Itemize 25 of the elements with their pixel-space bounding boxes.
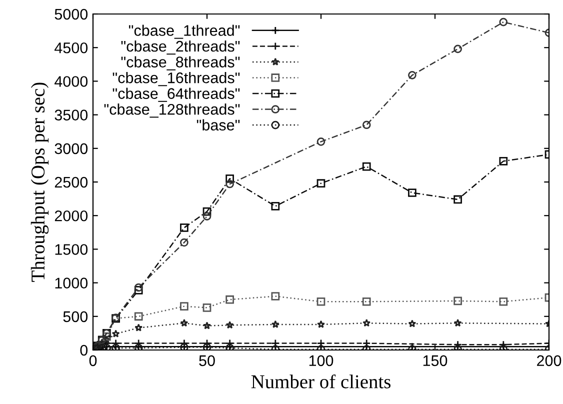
y-tick-label: 3500 — [54, 110, 88, 120]
y-tick-label: 4000 — [54, 76, 88, 87]
y-tick-label: 1500 — [55, 244, 88, 255]
y-tick-label: 2000 — [54, 210, 88, 222]
y-tick-label: 2500 — [54, 176, 88, 188]
legend-label: "cbase_8threads" — [121, 56, 240, 70]
legend-label: "cbase_16threads" — [112, 72, 240, 86]
legend-label: "cbase_64threads" — [112, 88, 240, 102]
y-tick-label: 0 — [80, 344, 88, 356]
legend-label: "cbase_128threads" — [104, 104, 240, 118]
x-tick-label: 200 — [537, 355, 562, 366]
legend-label: "cbase_1thread" — [128, 24, 240, 39]
legend-label: "base" — [196, 119, 240, 131]
x-axis-title: Number of clients — [251, 374, 390, 388]
x-tick-label: 150 — [423, 355, 448, 366]
x-tick-label: 0 — [89, 355, 97, 366]
legend-label: "cbase_2threads" — [121, 40, 240, 55]
y-tick-label: 500 — [63, 311, 88, 322]
x-tick-label: 50 — [199, 355, 215, 366]
y-tick-label: 5000 — [54, 8, 88, 20]
y-tick-label: 1000 — [55, 278, 88, 288]
x-tick-label: 100 — [309, 355, 334, 366]
y-tick-label: 4500 — [54, 42, 88, 54]
y-tick-label: 3000 — [54, 143, 88, 154]
y-axis-title: Throughput (Ops per sec) — [30, 82, 49, 282]
